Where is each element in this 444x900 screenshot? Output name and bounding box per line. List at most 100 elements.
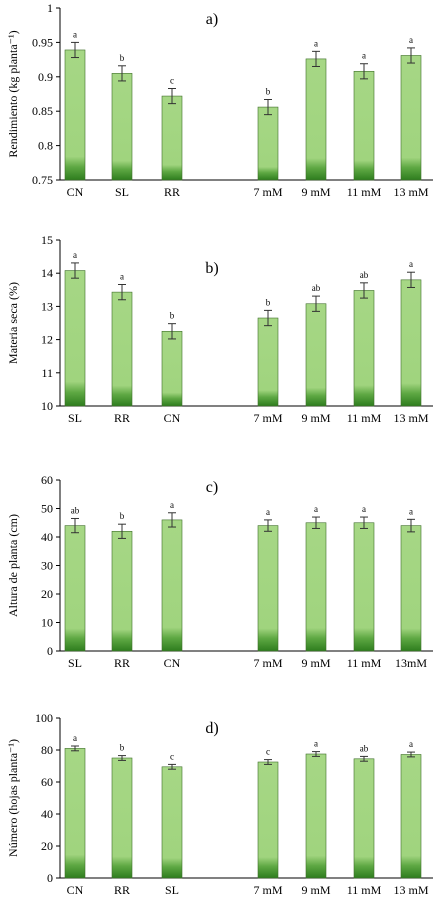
bar — [400, 525, 422, 652]
x-tick-label: SL — [68, 411, 82, 425]
bar — [400, 754, 422, 879]
x-tick-label: RR — [164, 185, 180, 199]
y-tick-label: 0.9 — [38, 70, 53, 84]
x-tick-label: 9 mM — [301, 185, 330, 199]
x-tick-label: SL — [165, 883, 179, 897]
y-tick-label: 60 — [41, 473, 53, 487]
x-tick-label: 9 mM — [301, 411, 330, 425]
x-tick-label: RR — [114, 883, 130, 897]
bar — [257, 761, 279, 879]
significance-letter: b — [266, 297, 271, 307]
x-tick-label: CN — [164, 656, 181, 670]
panel-label: d) — [205, 720, 218, 737]
chart-panel-d: 0 20 40 60 80 100 Número (hojas planta⁻¹) d) a CN… — [6, 711, 433, 897]
significance-letter: b — [266, 87, 271, 97]
significance-letter: b — [120, 511, 125, 521]
significance-letter: a — [266, 507, 270, 517]
bar — [161, 519, 183, 652]
significance-letter: a — [409, 259, 413, 269]
y-tick-label: 60 — [41, 775, 53, 789]
bar — [64, 270, 86, 407]
y-tick-label: 80 — [41, 743, 53, 757]
significance-letter: c — [266, 747, 270, 757]
x-tick-label: 11 mM — [347, 185, 382, 199]
panel-label: c) — [206, 479, 218, 496]
x-tick-label: CN — [67, 883, 84, 897]
y-axis-label: Materia seca (%) — [6, 282, 20, 364]
significance-letter: a — [409, 739, 413, 749]
x-tick-label: 7 mM — [253, 883, 282, 897]
bar — [161, 766, 183, 879]
bar — [161, 95, 183, 181]
x-tick-label: 7 mM — [253, 656, 282, 670]
bar — [305, 753, 327, 879]
chart-panel-a: 0.75 0.8 0.85 0.9 0.95 1 Rendimiento (kg plant… — [6, 1, 433, 199]
bar — [257, 106, 279, 181]
y-tick-label: 20 — [41, 839, 53, 853]
y-tick-label: 15 — [41, 233, 53, 247]
significance-letter: c — [170, 751, 174, 761]
significance-letter: a — [314, 504, 318, 514]
bar — [305, 303, 327, 407]
y-tick-label: 12 — [41, 333, 53, 347]
y-axis-label: Rendimiento (kg planta⁻¹) — [6, 30, 20, 157]
significance-letter: a — [362, 51, 366, 61]
significance-letter: ab — [312, 283, 321, 293]
x-tick-label: CN — [67, 185, 84, 199]
significance-letter: a — [73, 29, 77, 39]
y-axis-label: Número (hojas planta⁻¹) — [6, 739, 20, 857]
panel-label: a) — [206, 11, 218, 28]
bar — [353, 758, 375, 879]
x-tick-label: CN — [164, 411, 181, 425]
y-tick-label: 1 — [47, 1, 53, 15]
y-tick-label: 20 — [41, 587, 53, 601]
significance-letter: b — [120, 53, 125, 63]
x-tick-label: 9 mM — [301, 883, 330, 897]
significance-letter: a — [120, 271, 124, 281]
x-tick-label: SL — [115, 185, 129, 199]
bar — [353, 70, 375, 181]
bar — [161, 330, 183, 407]
x-tick-label: 11 mM — [347, 883, 382, 897]
bar — [305, 522, 327, 652]
y-tick-label: 0.8 — [38, 139, 53, 153]
bar — [400, 279, 422, 407]
significance-letter: a — [409, 506, 413, 516]
y-axis-label: Altura de planta (cm) — [6, 514, 20, 617]
y-tick-label: 10 — [41, 399, 53, 413]
significance-letter: a — [314, 38, 318, 48]
chart-panel-b: 10 11 12 13 14 15 Materia seca (%) b) a SL a RR b CN b… — [6, 233, 433, 425]
x-tick-label: 13mM — [395, 656, 427, 670]
significance-letter: a — [73, 733, 77, 743]
significance-letter: a — [73, 250, 77, 260]
y-tick-label: 0.85 — [32, 104, 53, 118]
y-tick-label: 50 — [41, 502, 53, 516]
panel-label: b) — [205, 260, 218, 277]
y-tick-label: 11 — [41, 366, 53, 380]
x-tick-label: RR — [114, 656, 130, 670]
significance-letter: ab — [360, 270, 369, 280]
bar — [64, 525, 86, 652]
x-tick-label: 13 mM — [393, 883, 428, 897]
y-tick-label: 40 — [41, 530, 53, 544]
significance-letter: a — [409, 35, 413, 45]
bar — [64, 49, 86, 181]
y-tick-label: 0 — [47, 644, 53, 658]
x-tick-label: SL — [68, 656, 82, 670]
y-tick-label: 14 — [41, 266, 53, 280]
bar — [111, 530, 133, 652]
y-tick-label: 0.75 — [32, 173, 53, 187]
significance-letter: a — [170, 500, 174, 510]
y-tick-label: 30 — [41, 559, 53, 573]
x-tick-label: 11 mM — [347, 656, 382, 670]
significance-letter: ab — [71, 505, 80, 515]
y-tick-label: 100 — [35, 711, 53, 725]
y-tick-label: 10 — [41, 616, 53, 630]
significance-letter: a — [362, 504, 366, 514]
significance-letter: b — [120, 743, 125, 753]
significance-letter: c — [170, 75, 174, 85]
x-tick-label: RR — [114, 411, 130, 425]
y-tick-label: 0.95 — [32, 35, 53, 49]
